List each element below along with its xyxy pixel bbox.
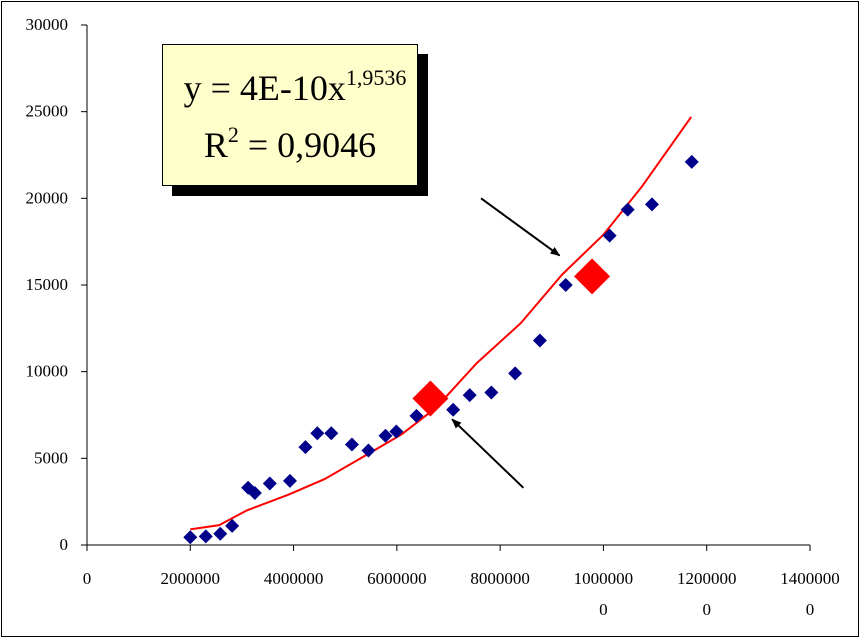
axes: 0 5000 10000 15000 20000 25000 30000 0 2000000 40…	[26, 15, 840, 619]
data-point	[324, 426, 339, 441]
data-point	[602, 228, 617, 243]
data-point	[282, 473, 297, 488]
y-tick-label: 25000	[26, 102, 69, 121]
equation-text: y = 4E-10x1,9536	[163, 65, 417, 108]
data-point	[183, 530, 198, 545]
data-point	[462, 388, 477, 403]
data-point	[409, 408, 424, 423]
highlight-point	[574, 258, 611, 295]
data-point	[620, 202, 635, 217]
annotation-arrow	[451, 418, 525, 489]
data-point	[446, 402, 461, 417]
r-squared-text: R2 = 0,9046	[163, 122, 417, 165]
data-point	[198, 529, 213, 544]
x-tick-label: 1400000	[780, 569, 840, 588]
x-tick-label: 1200000	[677, 569, 737, 588]
equation-exponent: 1,9536	[345, 65, 407, 90]
x-tick-label: 2000000	[161, 569, 221, 588]
x-tick-label: 0	[599, 600, 608, 619]
data-point	[225, 518, 240, 533]
data-point	[644, 197, 659, 212]
equation-box: y = 4E-10x1,9536 R2 = 0,9046	[162, 44, 418, 186]
x-tick-label: 1000000	[574, 569, 634, 588]
data-point	[310, 426, 325, 441]
y-tick-label: 15000	[26, 275, 69, 294]
data-point	[378, 428, 393, 443]
r-squared-value: = 0,9046	[238, 125, 377, 165]
x-tick-label: 4000000	[264, 569, 324, 588]
x-tick-label: 8000000	[470, 569, 530, 588]
x-tick-label: 0	[806, 600, 815, 619]
data-point	[389, 424, 404, 439]
x-tick-label: 0	[83, 569, 92, 588]
y-tick-label: 10000	[26, 362, 69, 381]
y-tick-label: 0	[60, 535, 69, 554]
data-point	[684, 154, 699, 169]
y-tick-label: 20000	[26, 188, 69, 207]
equation-prefix: y = 4E-10x	[183, 68, 346, 108]
arrows-group	[451, 197, 561, 489]
data-point	[361, 443, 376, 458]
y-tick-label: 30000	[26, 15, 69, 34]
r-squared-exponent: 2	[227, 122, 239, 147]
trendline-group	[190, 116, 693, 531]
data-point	[558, 278, 573, 292]
data-point	[262, 476, 277, 491]
data-point	[508, 366, 523, 381]
trendline	[190, 116, 693, 531]
highlight-point	[412, 380, 449, 417]
data-point	[213, 526, 228, 541]
x-tick-label: 0	[702, 600, 711, 619]
highlight-group	[412, 258, 611, 417]
annotation-arrow	[480, 197, 561, 257]
data-point	[484, 385, 499, 400]
points-group	[183, 154, 699, 545]
data-point	[344, 437, 359, 452]
data-point	[247, 486, 262, 500]
data-point	[532, 333, 547, 348]
r-squared-prefix: R	[203, 125, 228, 165]
y-tick-label: 5000	[34, 448, 68, 467]
data-point	[298, 440, 313, 455]
x-tick-label: 6000000	[367, 569, 427, 588]
